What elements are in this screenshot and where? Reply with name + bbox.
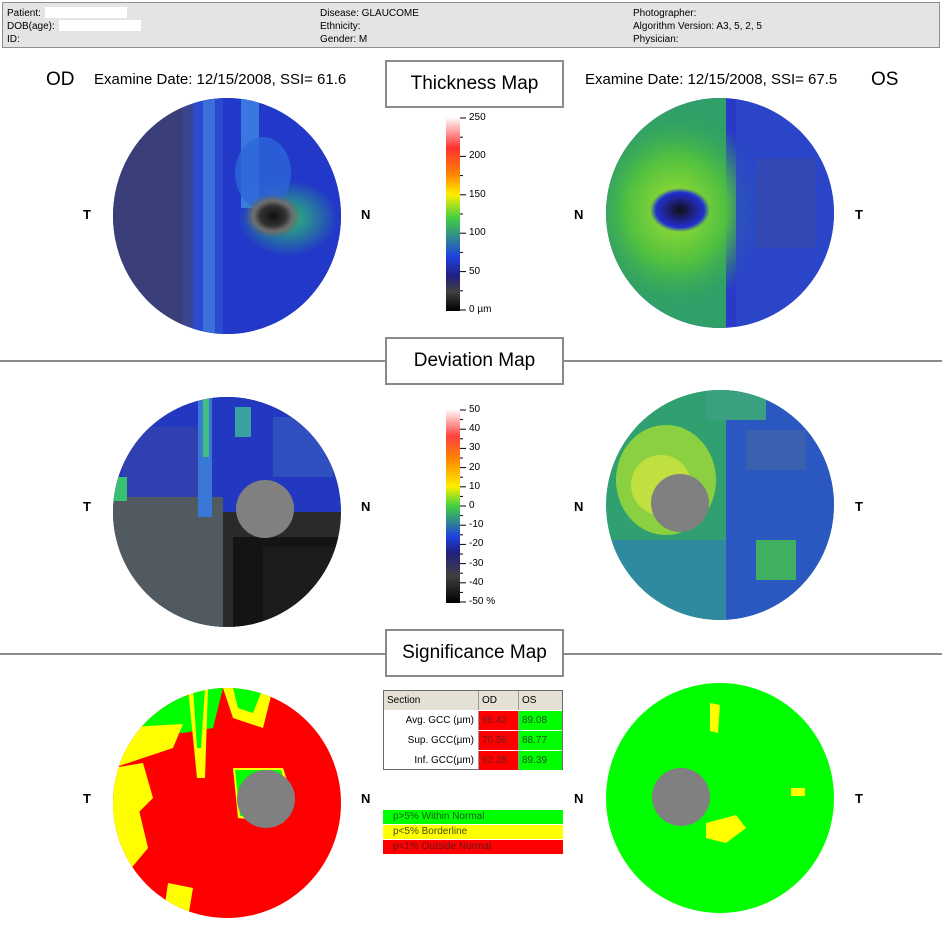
deviation-scale-ticks <box>460 409 466 603</box>
table-row: Sup. GCC(µm) 70.56 88.77 <box>384 731 562 750</box>
patient-label: Patient: <box>7 8 41 19</box>
os-deviation-map <box>606 390 834 620</box>
scale-tick-label: 10 <box>469 480 481 492</box>
gcc-od-value: 70.56 <box>478 731 518 750</box>
divider-line <box>564 360 942 362</box>
thickness-color-scale <box>446 117 460 311</box>
patient-info-bar: Patient: DOB(age): ID: Disease: GLAUCOME… <box>2 2 940 48</box>
os-significance-temporal-label: T <box>855 791 863 806</box>
legend-outside-normal: p<1% Outside Normal <box>383 840 563 854</box>
scale-tick-label: 20 <box>469 461 481 473</box>
divider-line <box>0 360 386 362</box>
od-significance-temporal-label: T <box>83 791 91 806</box>
scale-tick-label: 50 <box>469 265 481 277</box>
os-deviation-nasal-label: N <box>574 499 584 514</box>
gcc-table-header: Section OD OS <box>384 691 562 710</box>
scale-tick-label: 200 <box>469 150 486 162</box>
gcc-od-value: 62.28 <box>478 751 518 770</box>
table-row: Inf. GCC(µm) 62.28 89.39 <box>384 751 562 770</box>
gcc-os-value: 89.08 <box>518 711 562 730</box>
info-column-disease: Disease: GLAUCOME Ethnicity: Gender: M <box>320 7 419 46</box>
deviation-map-title: Deviation Map <box>385 337 564 385</box>
scale-tick-label: -10 <box>469 519 484 531</box>
photographer-label: Photographer: <box>633 8 697 19</box>
gcc-table: Section OD OS Avg. GCC (µm) 66.42 89.08 … <box>383 690 563 770</box>
disease-label: Disease: GLAUCOME <box>320 8 419 19</box>
info-column-patient: Patient: DOB(age): ID: <box>7 7 141 46</box>
gcc-header-od: OD <box>478 691 518 710</box>
dob-label: DOB(age): <box>7 21 55 32</box>
gender-label: Gender: M <box>320 34 368 45</box>
redacted-field <box>58 20 141 31</box>
significance-map-title: Significance Map <box>385 629 564 677</box>
scale-tick-label: 100 <box>469 227 486 239</box>
os-thickness-map <box>606 98 834 328</box>
scale-tick-label: 0 <box>469 500 475 511</box>
os-thickness-nasal-label: N <box>574 207 584 222</box>
os-significance-map <box>606 683 834 913</box>
od-eye-label: OD <box>46 69 75 90</box>
od-deviation-nasal-label: N <box>361 499 371 514</box>
os-deviation-temporal-label: T <box>855 499 863 514</box>
gcc-row-label: Inf. GCC(µm) <box>414 755 474 766</box>
od-exam-info: Examine Date: 12/15/2008, SSI= 61.6 <box>94 71 347 88</box>
divider-line <box>0 653 386 655</box>
gcc-od-value: 66.42 <box>478 711 518 730</box>
divider-line <box>564 653 942 655</box>
scale-tick-label: 40 <box>469 423 481 435</box>
legend-within-normal: p>5% Within Normal <box>383 810 563 824</box>
scale-tick-label: 150 <box>469 188 486 200</box>
thickness-scale-ticks <box>460 117 466 311</box>
od-thickness-temporal-label: T <box>83 207 91 222</box>
od-significance-map <box>113 688 341 918</box>
scale-tick-label: -20 <box>469 538 484 550</box>
scale-tick-label: 250 <box>469 112 486 123</box>
thickness-map-title: Thickness Map <box>385 60 564 108</box>
info-column-operator: Photographer: Algorithm Version: A3, 5, … <box>633 7 762 46</box>
redacted-field <box>44 7 127 18</box>
od-thickness-nasal-label: N <box>361 207 371 222</box>
scale-tick-label: -50 % <box>469 596 496 607</box>
scale-tick-label: 50 <box>469 404 481 415</box>
gcc-row-label: Sup. GCC(µm) <box>407 735 474 746</box>
os-eye-label: OS <box>871 69 899 90</box>
os-thickness-temporal-label: T <box>855 207 863 222</box>
id-label: ID: <box>7 34 20 45</box>
gcc-header-section: Section <box>387 695 421 706</box>
deviation-color-scale <box>446 409 460 603</box>
od-significance-nasal-label: N <box>361 791 371 806</box>
algorithm-version-label: Algorithm Version: A3, 5, 2, 5 <box>633 21 762 32</box>
table-row: Avg. GCC (µm) 66.42 89.08 <box>384 711 562 730</box>
od-thickness-map <box>113 98 341 334</box>
gcc-row-label: Avg. GCC (µm) <box>405 715 474 726</box>
scale-tick-label: 30 <box>469 442 481 454</box>
od-deviation-temporal-label: T <box>83 499 91 514</box>
od-deviation-map <box>113 397 341 627</box>
scale-tick-label: 0 µm <box>469 304 492 315</box>
physician-label: Physician: <box>633 34 679 45</box>
scale-tick-label: -30 <box>469 557 484 569</box>
os-exam-info: Examine Date: 12/15/2008, SSI= 67.5 <box>585 71 838 88</box>
gcc-os-value: 89.39 <box>518 751 562 770</box>
gcc-os-value: 88.77 <box>518 731 562 750</box>
gcc-header-os: OS <box>518 691 562 710</box>
legend-borderline: p<5% Borderline <box>383 825 563 839</box>
os-significance-nasal-label: N <box>574 791 584 806</box>
ethnicity-label: Ethnicity: <box>320 21 361 32</box>
scale-tick-label: -40 <box>469 576 484 588</box>
